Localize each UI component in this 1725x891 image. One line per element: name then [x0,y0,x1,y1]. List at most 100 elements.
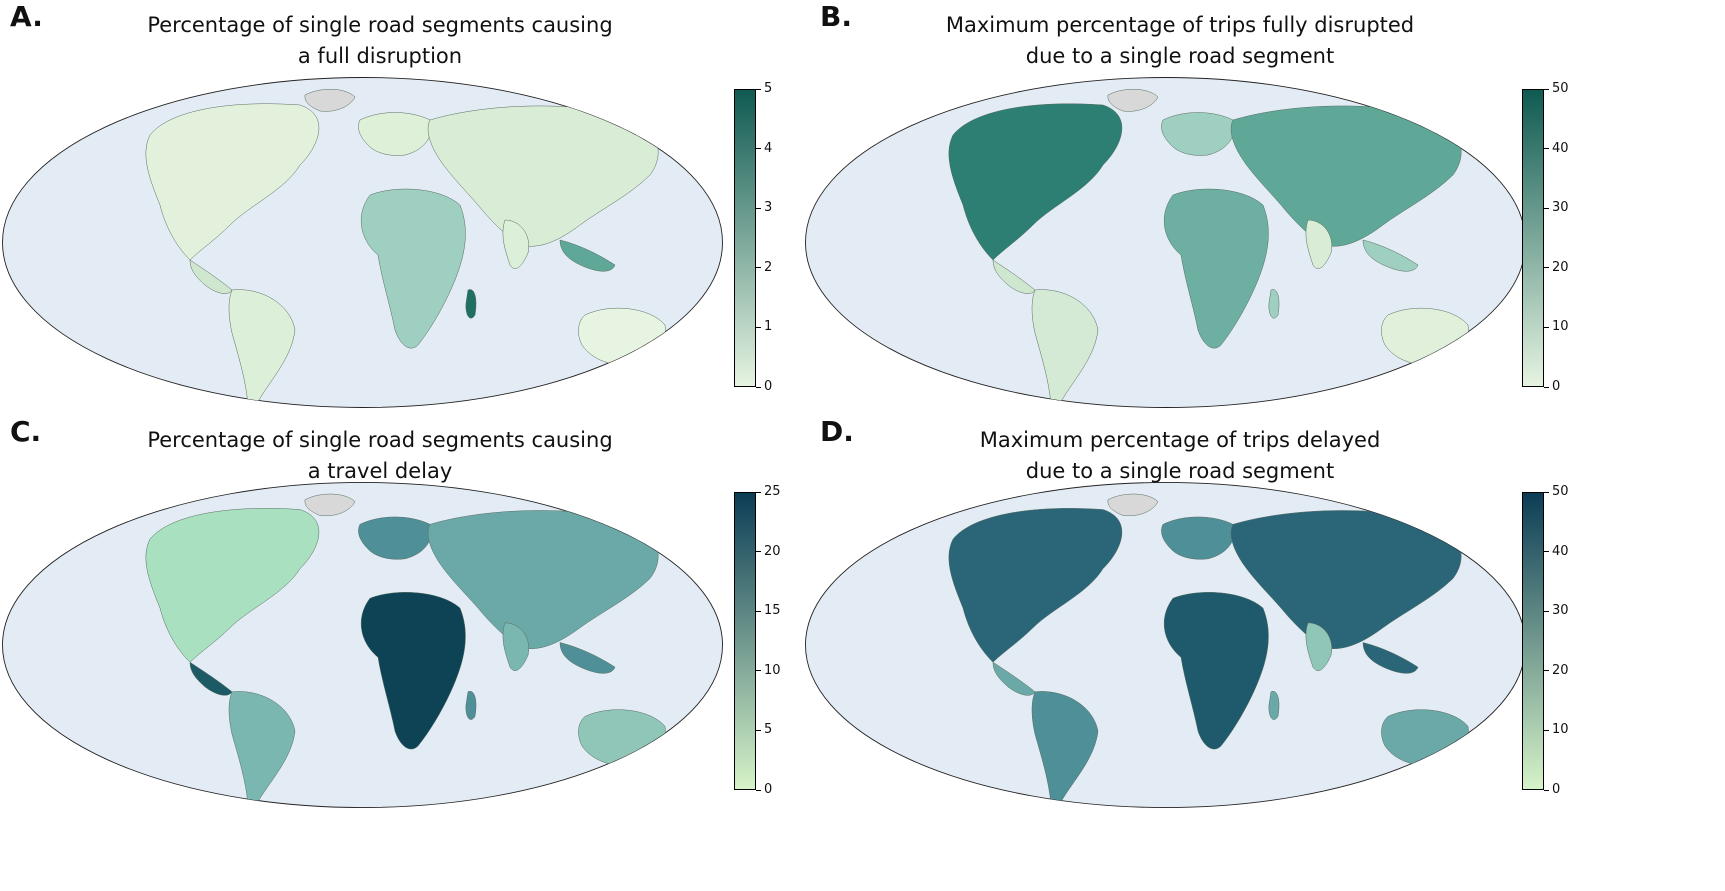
colorbar-tick-mark [1544,326,1549,328]
region-madagascar [465,691,477,720]
panel-letter: D. [820,415,854,448]
region-central-america [992,259,1036,294]
colorbar-tick-label: 20 [1552,662,1569,678]
colorbar-tick-mark [1544,88,1549,90]
region-central-america [992,661,1036,696]
panel-title: Percentage of single road segments causi… [80,425,680,487]
region-europe [358,516,432,560]
title-line-1: Percentage of single road segments causi… [147,13,613,37]
colorbar-tick-label: 2 [764,259,773,275]
colorbar-tick-label: 1 [764,319,773,335]
region-greenland [304,493,356,517]
colorbar-tick-mark [756,551,761,553]
region-north-america [948,103,1122,261]
colorbar-tick-label: 10 [1552,319,1569,335]
colorbar-tick-mark [756,207,761,209]
colorbar-tick-label: 30 [1552,603,1569,619]
region-europe [358,112,432,156]
world-map [805,77,1526,408]
colorbar-tick-mark [1544,207,1549,209]
region-se-asia [559,239,616,272]
colorbar-tick-label: 0 [1552,379,1561,394]
colorbar-tick-label: 15 [764,603,781,619]
region-africa [360,188,466,349]
colorbar-tick-mark [756,386,761,388]
region-madagascar [1268,691,1280,720]
colorbar-tick-label: 40 [1552,543,1569,559]
world-map [805,482,1526,808]
region-se-asia [559,642,616,674]
colorbar-tick-label: 25 [764,484,781,499]
colorbar-tick-mark [756,729,761,731]
world-map [2,77,723,408]
colorbar-tick-label: 4 [764,140,773,156]
colorbar [734,89,756,387]
colorbar [1522,89,1544,387]
title-line-2: a travel delay [307,459,453,483]
region-india [1305,622,1333,671]
region-north-america [948,508,1122,663]
colorbar-tick-label: 20 [764,543,781,559]
region-india [502,219,530,269]
panel-title: Maximum percentage of trips fully disrup… [900,10,1460,72]
colorbar-tick-mark [756,148,761,150]
region-greenland [304,89,356,112]
region-se-asia [1362,642,1419,674]
colorbar-tick-mark [756,267,761,269]
colorbar-tick-mark [1544,551,1549,553]
colorbar-tick-mark [1544,148,1549,150]
colorbar-tick-mark [1544,789,1549,791]
region-europe [1161,516,1235,560]
title-line-1: Percentage of single road segments causi… [147,428,613,452]
title-line-2: due to a single road segment [1025,44,1335,68]
colorbar-tick-label: 50 [1552,81,1569,96]
colorbar [1522,492,1544,790]
colorbar-tick-mark [1544,729,1549,731]
region-north-america [145,508,319,663]
colorbar-tick-label: 3 [764,200,773,216]
panel-c: C. Percentage of single road segments ca… [0,0,860,891]
colorbar-tick-mark [756,326,761,328]
world-map [2,482,723,808]
title-line-2: due to a single road segment [1025,459,1335,483]
colorbar-tick-mark [756,789,761,791]
panel-title: Maximum percentage of trips delayed due … [900,425,1460,487]
colorbar-tick-label: 50 [1552,484,1569,499]
map-group [2,77,723,408]
panel-letter: A. [10,0,43,33]
region-europe [1161,112,1235,156]
map-group [805,77,1526,408]
colorbar-tick-label: 5 [764,81,773,96]
region-se-asia [1362,239,1419,272]
panel-a: A. Percentage of single road segments ca… [0,0,860,445]
colorbar-tick-label: 0 [764,782,773,797]
region-africa [360,592,466,750]
colorbar-tick-mark [1544,670,1549,672]
region-central-america [189,259,233,294]
region-greenland [1107,89,1159,112]
colorbar-tick-mark [756,88,761,90]
panel-letter: C. [10,415,42,448]
colorbar-tick-mark [1544,267,1549,269]
colorbar-tick-label: 40 [1552,140,1569,156]
region-india [1305,219,1333,269]
colorbar-tick-label: 10 [1552,722,1569,738]
region-new-zealand [1487,765,1495,782]
colorbar-tick-mark [756,610,761,612]
region-africa [1163,592,1269,750]
panel-b: B. Maximum percentage of trips fully dis… [0,0,1725,445]
colorbar-tick-label: 20 [1552,259,1569,275]
colorbar [734,492,756,790]
region-north-america [145,103,319,261]
colorbar-tick-mark [756,491,761,493]
panel-letter: B. [820,0,852,33]
colorbar-tick-mark [1544,491,1549,493]
title-line-1: Maximum percentage of trips fully disrup… [945,13,1415,37]
map-group [805,482,1526,808]
region-madagascar [465,289,477,319]
region-greenland [1107,493,1159,517]
colorbar-tick-mark [756,670,761,672]
region-central-america [189,661,233,696]
region-africa [1163,188,1269,349]
